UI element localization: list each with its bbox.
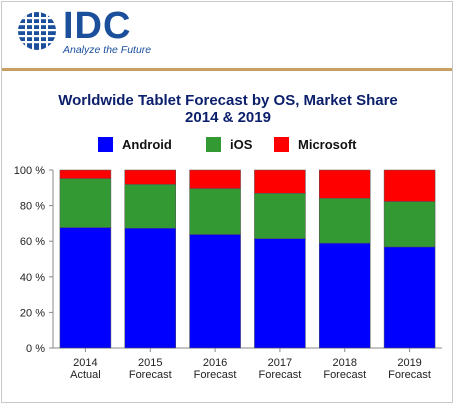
bar-android-2019 <box>383 246 436 349</box>
bar-ios-2017 <box>254 193 306 239</box>
x-tick-label: Actual <box>70 369 101 381</box>
bar-ios-2018 <box>319 198 371 244</box>
legend-label-microsoft: Microsoft <box>298 137 357 152</box>
bar-ios-2019 <box>383 201 436 248</box>
y-tick-label: 20 % <box>20 307 45 319</box>
bars <box>59 169 436 349</box>
chart-subtitle: 2014 & 2019 <box>185 109 271 126</box>
legend-label-android: Android <box>122 137 172 152</box>
bar-microsoft-2018 <box>319 169 371 199</box>
y-tick-label: 40 % <box>20 272 45 284</box>
chart-title: Worldwide Tablet Forecast by OS, Market … <box>58 92 398 109</box>
bar-android-2014 <box>59 227 112 349</box>
header: IDC Analyze the Future <box>2 2 452 68</box>
bar-android-2018 <box>319 242 371 349</box>
x-tick-label: Forecast <box>388 369 431 381</box>
bar-ios-2014 <box>59 178 112 228</box>
legend-label-ios: iOS <box>230 137 253 152</box>
legend-swatch-microsoft <box>274 137 289 152</box>
y-tick-label: 0 % <box>26 343 45 355</box>
x-tick-label: Forecast <box>323 369 366 381</box>
legend-swatch-android <box>98 137 113 152</box>
x-tick-label: 2014 <box>73 357 97 369</box>
globe-logo-icon <box>18 12 56 50</box>
y-tick-label: 60 % <box>20 236 45 248</box>
bar-microsoft-2015 <box>124 169 176 185</box>
x-tick-label: 2016 <box>203 357 227 369</box>
bar-microsoft-2014 <box>59 169 112 179</box>
x-tick-label: 2018 <box>333 357 357 369</box>
x-tick-label: Forecast <box>129 369 172 381</box>
legend-swatch-ios <box>206 137 221 152</box>
x-tick-label: Forecast <box>259 369 302 381</box>
header-divider <box>2 68 452 71</box>
y-tick-label: 100 % <box>14 165 45 177</box>
bar-ios-2015 <box>124 184 176 229</box>
bar-ios-2016 <box>189 188 241 235</box>
x-axis: 2014Actual2015Forecast2016Forecast2017Fo… <box>70 348 431 381</box>
y-axis: 0 % 20 % 40 % 60 % 80 % 100 % <box>14 165 442 355</box>
x-tick-label: 2015 <box>138 357 162 369</box>
x-tick-label: 2019 <box>397 357 421 369</box>
logo-text: IDC <box>63 5 132 47</box>
legend: Android iOS Microsoft <box>98 137 357 152</box>
y-tick-label: 80 % <box>20 201 45 213</box>
x-tick-label: 2017 <box>268 357 292 369</box>
bar-microsoft-2019 <box>383 169 436 202</box>
x-tick-label: Forecast <box>194 369 237 381</box>
bar-android-2016 <box>189 234 241 349</box>
bar-microsoft-2016 <box>189 169 241 189</box>
bar-microsoft-2017 <box>254 169 306 194</box>
logo-tagline: Analyze the Future <box>63 44 152 56</box>
bar-android-2017 <box>254 238 306 349</box>
bar-android-2015 <box>124 227 176 349</box>
